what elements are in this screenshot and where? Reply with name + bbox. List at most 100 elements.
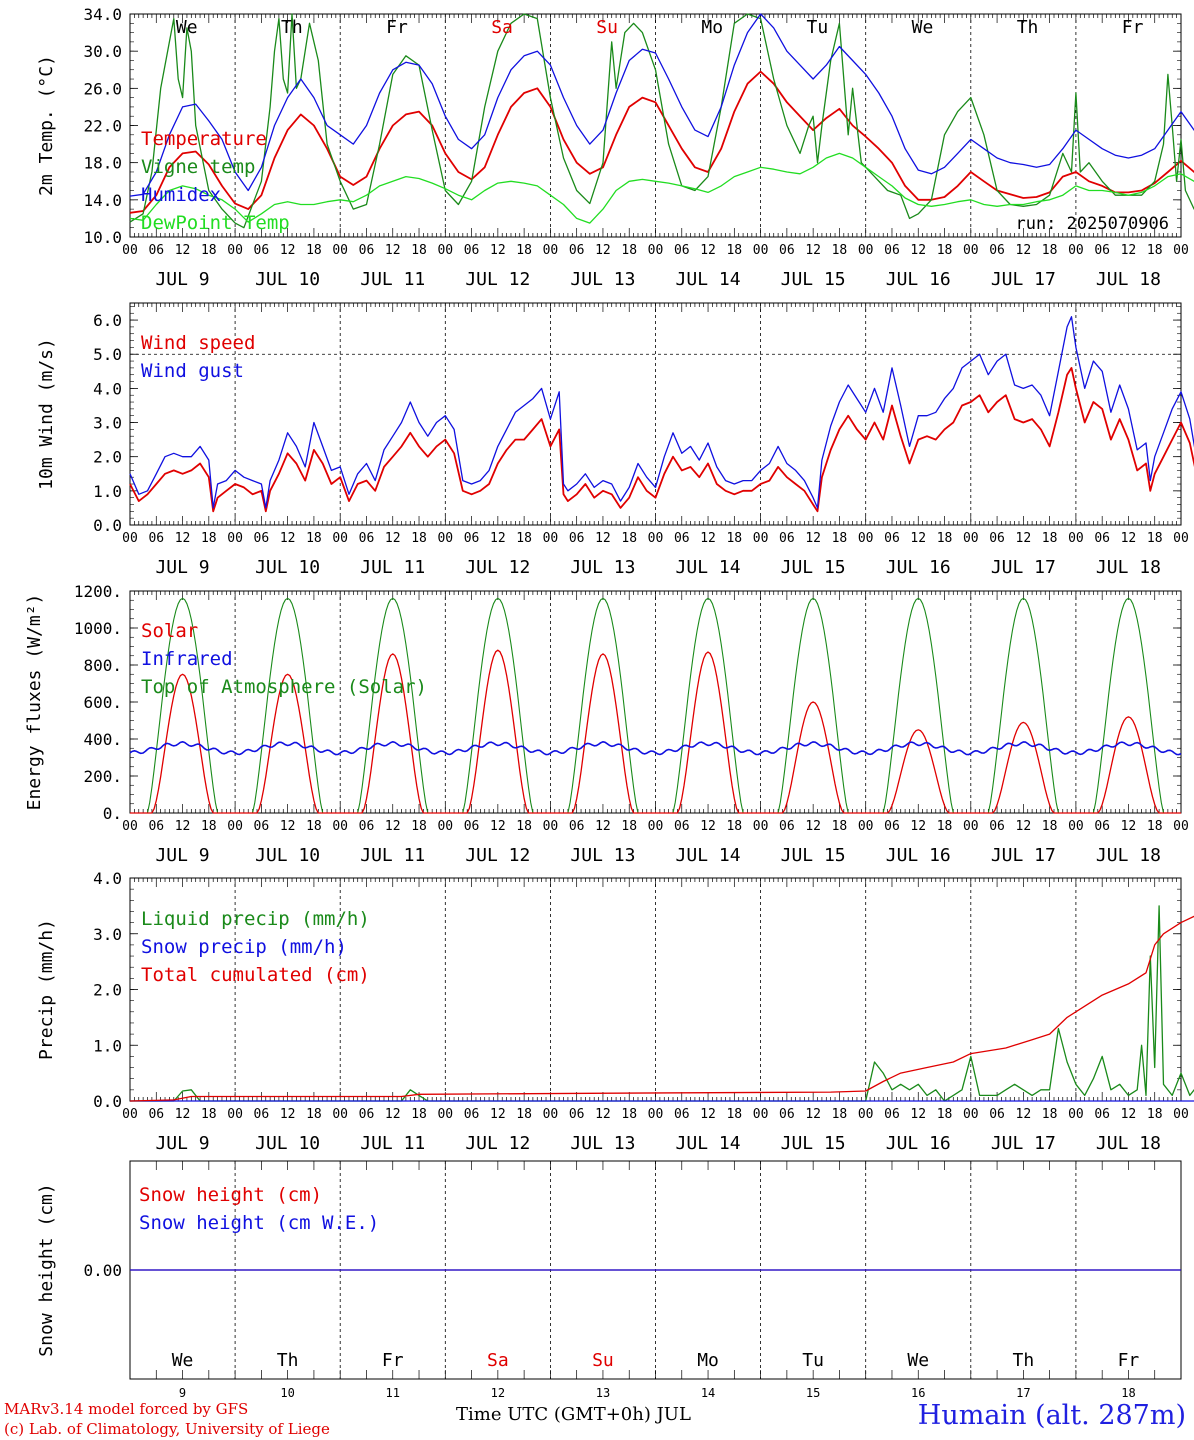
hour-tick-label: 18: [621, 1107, 637, 1122]
y-tick-label: 14.0: [83, 191, 122, 210]
date-label: JUL 13: [570, 1133, 635, 1154]
y-tick-label: 200.: [83, 767, 122, 786]
date-label: JUL 13: [570, 845, 635, 866]
hour-tick-label: 00: [543, 1107, 559, 1122]
panel-snow: 0.00 Snow height (cm) Snow height (cm) Snow…: [36, 1160, 1182, 1400]
hour-tick-label: 18: [1042, 531, 1058, 546]
day-name: Th: [1013, 1350, 1035, 1371]
hour-tick-label: 12: [175, 243, 191, 258]
hour-tick-label: 18: [1042, 243, 1058, 258]
y-tick-label: 4.0: [93, 869, 122, 888]
hour-tick-label: 18: [1042, 819, 1058, 834]
date-label: JUL 16: [886, 845, 951, 866]
hour-tick-label: 06: [569, 243, 585, 258]
hour-tick-label: 00: [332, 243, 348, 258]
hour-tick-label: 12: [595, 1107, 611, 1122]
hour-tick-label: 06: [884, 1107, 900, 1122]
day-name: Mo: [697, 1350, 719, 1371]
hour-tick-label: 12: [700, 531, 716, 546]
series-wind-speed: [129, 367, 1194, 513]
hour-tick-label: 12: [1121, 819, 1137, 834]
hour-tick-label: 00: [1173, 531, 1189, 546]
panel-wind: 00 06 12 18 JUL 9 00 06 12 18 JUL 10 00 06 12 18 JUL 1…: [36, 302, 1194, 578]
hour-tick-label: 06: [254, 531, 270, 546]
date-label: JUL 11: [360, 557, 425, 578]
y-tick-label: 0.0: [93, 1092, 122, 1111]
y-tick-label: 6.0: [93, 311, 122, 330]
hour-tick-label: 12: [1121, 531, 1137, 546]
hour-tick-label: 06: [674, 1107, 690, 1122]
date-label: JUL 12: [465, 269, 530, 290]
hour-tick-label: 06: [989, 819, 1005, 834]
date-label: JUL 15: [781, 269, 846, 290]
series-infrared: [129, 741, 1182, 756]
series-temperature: [129, 70, 1194, 214]
hour-tick-label: 12: [175, 819, 191, 834]
legend-entry: Snow precip (mm/h): [141, 936, 347, 958]
hour-tick-label: 06: [148, 819, 164, 834]
hour-tick-label: 18: [516, 531, 532, 546]
hour-tick-label: 12: [1016, 819, 1032, 834]
day-name: Sa: [491, 17, 513, 38]
hour-tick-label: 00: [858, 819, 874, 834]
hour-tick-label: 18: [1147, 1107, 1163, 1122]
hour-tick-label: 18: [1147, 243, 1163, 258]
hour-tick-label: 18: [516, 819, 532, 834]
hour-tick-label: 12: [910, 243, 926, 258]
y-tick-label: 3.0: [93, 414, 122, 433]
hour-tick-label: 18: [621, 531, 637, 546]
hour-tick-label: 18: [621, 243, 637, 258]
hour-tick-label: 12: [910, 1107, 926, 1122]
hour-tick-label: 00: [1068, 1107, 1084, 1122]
hour-tick-label: 12: [595, 819, 611, 834]
date-label: JUL 18: [1096, 557, 1161, 578]
hour-tick-label: 06: [148, 1107, 164, 1122]
hour-tick-label: 12: [280, 819, 296, 834]
day-number: 9: [179, 1386, 186, 1400]
hour-tick-label: 00: [753, 819, 769, 834]
hour-tick-label: 12: [1016, 243, 1032, 258]
hour-tick-label: 18: [937, 243, 953, 258]
hour-tick-label: 06: [779, 819, 795, 834]
lab-credit: (c) Lab. of Climatology, University of L…: [4, 1420, 330, 1438]
plot-frame: [129, 13, 1182, 238]
hour-tick-label: 00: [437, 1107, 453, 1122]
hour-tick-label: 00: [332, 1107, 348, 1122]
date-label: JUL 14: [676, 557, 741, 578]
day-name: We: [907, 1350, 929, 1371]
hour-tick-label: 00: [753, 1107, 769, 1122]
date-label: JUL 18: [1096, 269, 1161, 290]
legend-entry: Wind speed: [141, 332, 255, 354]
y-axis-label: Precip (mm/h): [36, 919, 57, 1060]
hour-tick-label: 06: [359, 819, 375, 834]
date-label: JUL 12: [465, 1133, 530, 1154]
hour-tick-label: 18: [726, 243, 742, 258]
hour-tick-label: 00: [227, 243, 243, 258]
day-name: Tu: [802, 1350, 824, 1371]
hour-tick-label: 00: [227, 1107, 243, 1122]
hour-tick-label: 18: [516, 243, 532, 258]
date-label: JUL 15: [781, 845, 846, 866]
day-number: 15: [806, 1386, 820, 1400]
day-name: We: [912, 17, 934, 38]
day-number: 12: [491, 1386, 505, 1400]
hour-tick-label: 18: [832, 243, 848, 258]
hour-tick-label: 12: [175, 1107, 191, 1122]
hour-tick-label: 06: [884, 819, 900, 834]
date-label: JUL 12: [465, 845, 530, 866]
day-name: We: [176, 17, 198, 38]
day-name: Su: [596, 17, 618, 38]
y-tick-label: 26.0: [83, 79, 122, 98]
hour-tick-label: 12: [490, 1107, 506, 1122]
hour-tick-label: 12: [385, 243, 401, 258]
y-tick-label: 34.0: [83, 5, 122, 24]
hour-tick-label: 12: [700, 243, 716, 258]
legend-entry: Temperature: [141, 128, 267, 150]
y-tick-label: 10.0: [83, 228, 122, 247]
day-name: Sa: [487, 1350, 509, 1371]
hour-tick-label: 18: [201, 1107, 217, 1122]
day-name: Th: [277, 1350, 299, 1371]
hour-tick-label: 06: [989, 531, 1005, 546]
hour-tick-label: 18: [201, 819, 217, 834]
y-tick-label: 4.0: [93, 379, 122, 398]
